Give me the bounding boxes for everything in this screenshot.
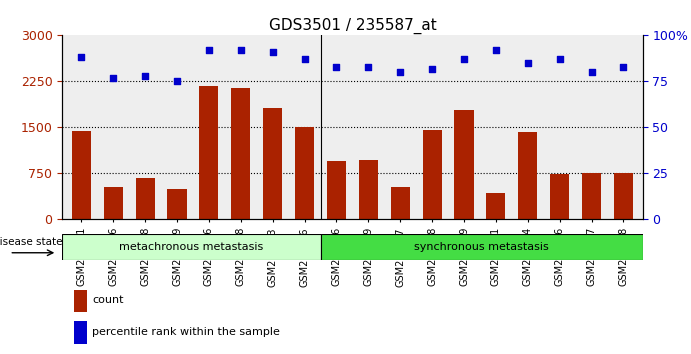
Point [426, 66, 437, 72]
Point [203, 47, 214, 53]
Bar [74, 290, 86, 312]
Point [140, 73, 151, 79]
Bar [359, 160, 378, 219]
Point [618, 64, 629, 69]
Bar [74, 321, 86, 344]
Text: metachronous metastasis: metachronous metastasis [120, 242, 263, 252]
Point [299, 57, 310, 62]
Point [522, 60, 533, 66]
Text: count: count [93, 295, 124, 306]
Bar [135, 178, 155, 219]
Bar [455, 110, 473, 219]
Bar [199, 86, 218, 219]
Point [554, 57, 565, 62]
Point [491, 47, 502, 53]
Point [586, 69, 597, 75]
Bar [582, 173, 601, 219]
Bar [614, 173, 633, 219]
Point [108, 75, 119, 81]
Text: percentile rank within the sample: percentile rank within the sample [93, 327, 281, 337]
Bar [390, 187, 410, 219]
Point [459, 57, 470, 62]
Bar [295, 127, 314, 219]
Bar [327, 161, 346, 219]
Point [76, 55, 87, 60]
Bar [104, 187, 123, 219]
Bar [423, 130, 442, 219]
Bar [167, 189, 187, 219]
Point [235, 47, 246, 53]
Point [171, 79, 182, 84]
Title: GDS3501 / 235587_at: GDS3501 / 235587_at [269, 18, 436, 34]
Bar [62, 234, 321, 260]
Bar [518, 132, 538, 219]
Bar [550, 174, 569, 219]
Bar [321, 234, 643, 260]
Bar [263, 108, 282, 219]
Point [363, 64, 374, 69]
Point [395, 69, 406, 75]
Bar [486, 193, 506, 219]
Point [267, 49, 278, 55]
Bar [231, 87, 250, 219]
Point [331, 64, 342, 69]
Bar [72, 131, 91, 219]
Text: synchronous metastasis: synchronous metastasis [414, 242, 549, 252]
Text: disease state: disease state [0, 236, 63, 247]
